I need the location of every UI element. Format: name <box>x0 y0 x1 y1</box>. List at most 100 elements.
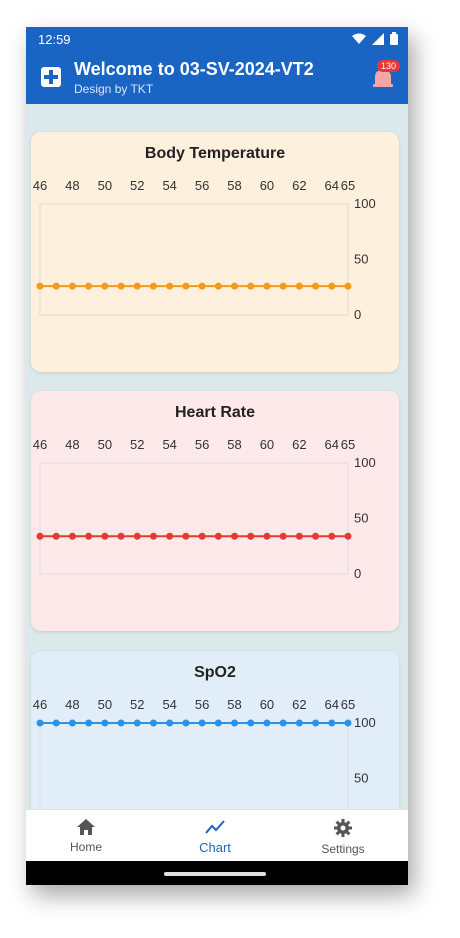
chart-title: SpO2 <box>194 664 236 681</box>
data-point <box>214 532 222 540</box>
data-point <box>231 282 239 290</box>
data-point <box>328 719 336 727</box>
y-tick-label: 100 <box>354 455 376 470</box>
heart-rate-chart: 46 48 50 52 54 56 58 60 62 64 65 100 50 0 <box>33 437 376 581</box>
data-point <box>68 532 76 540</box>
chart-card-body-temperature: Body Temperature 46 48 50 52 54 56 58 60 62 64 65 1… <box>31 132 399 372</box>
home-indicator[interactable] <box>164 872 266 876</box>
data-point <box>295 282 303 290</box>
data-point <box>68 719 76 727</box>
data-point <box>231 719 239 727</box>
x-tick-label: 48 <box>65 697 79 712</box>
data-point <box>214 282 222 290</box>
bottom-navigation: Home Chart Settings <box>26 809 408 862</box>
nav-home[interactable]: Home <box>46 818 126 854</box>
data-point <box>52 282 60 290</box>
data-point <box>279 532 287 540</box>
data-point <box>36 282 44 290</box>
data-point <box>182 282 190 290</box>
data-point <box>85 282 93 290</box>
data-point <box>344 719 352 727</box>
status-icons <box>352 32 398 45</box>
x-tick-label: 65 <box>341 437 355 452</box>
plot-area <box>39 462 349 575</box>
plot-area <box>39 722 349 809</box>
nav-home-label: Home <box>69 840 102 854</box>
nav-settings-label: Settings <box>321 842 365 856</box>
data-point <box>247 532 255 540</box>
y-tick-label: 0 <box>354 307 361 322</box>
y-tick-label: 0 <box>354 566 361 581</box>
data-point <box>263 719 271 727</box>
x-tick-label: 50 <box>98 178 112 193</box>
data-point <box>166 282 174 290</box>
data-point <box>117 282 125 290</box>
x-tick-label: 65 <box>341 178 355 193</box>
x-tick-label: 60 <box>260 437 274 452</box>
y-tick-label: 50 <box>354 511 368 526</box>
gear-icon <box>334 819 352 837</box>
x-tick-label: 62 <box>292 697 306 712</box>
chart-list[interactable]: Body Temperature 46 48 50 52 54 56 58 60 62 64 65 1… <box>26 104 408 809</box>
x-tick-label: 54 <box>162 697 176 712</box>
nav-chart-label: Chart <box>199 840 231 855</box>
x-tick-label: 58 <box>227 697 241 712</box>
data-point <box>101 719 109 727</box>
x-tick-label: 60 <box>260 178 274 193</box>
data-point <box>85 719 93 727</box>
x-tick-label: 52 <box>130 697 144 712</box>
x-tick-label: 62 <box>292 178 306 193</box>
data-point <box>166 532 174 540</box>
nav-chart[interactable]: Chart <box>175 818 255 855</box>
x-tick-label: 50 <box>98 697 112 712</box>
y-tick-label: 100 <box>354 715 376 730</box>
data-point <box>117 719 125 727</box>
y-tick-label: 50 <box>354 771 368 786</box>
data-point <box>133 719 141 727</box>
data-point <box>247 719 255 727</box>
phone-frame: 12:59 Welcome to 03-SV-2024-VT2 Design b… <box>26 27 408 885</box>
data-point <box>312 719 320 727</box>
wifi-icon <box>352 33 366 44</box>
data-point <box>344 532 352 540</box>
data-point <box>133 532 141 540</box>
data-point <box>85 532 93 540</box>
x-tick-label: 54 <box>162 178 176 193</box>
body-temperature-chart: 46 48 50 52 54 56 58 60 62 64 65 100 50 0 <box>33 178 376 322</box>
x-tick-label: 65 <box>341 697 355 712</box>
data-point <box>166 719 174 727</box>
data-point <box>263 282 271 290</box>
data-point <box>117 532 125 540</box>
x-tick-label: 60 <box>260 697 274 712</box>
nav-settings[interactable]: Settings <box>303 818 383 856</box>
x-tick-label: 48 <box>65 437 79 452</box>
x-tick-label: 52 <box>130 178 144 193</box>
data-point <box>279 719 287 727</box>
x-tick-label: 64 <box>325 697 339 712</box>
x-tick-label: 46 <box>33 178 47 193</box>
x-tick-label: 46 <box>33 437 47 452</box>
signal-icon <box>372 32 384 45</box>
data-point <box>328 282 336 290</box>
data-point <box>344 282 352 290</box>
home-icon <box>77 819 95 835</box>
data-point <box>149 532 157 540</box>
app-bar: Welcome to 03-SV-2024-VT2 Design by TKT … <box>26 52 408 104</box>
data-point <box>182 719 190 727</box>
data-point <box>198 719 206 727</box>
data-point <box>36 719 44 727</box>
x-tick-label: 56 <box>195 697 209 712</box>
alarm-bell-icon[interactable] <box>370 64 396 92</box>
data-point <box>198 532 206 540</box>
x-tick-label: 52 <box>130 437 144 452</box>
data-point <box>149 719 157 727</box>
x-tick-label: 64 <box>325 437 339 452</box>
data-point <box>328 532 336 540</box>
status-time: 12:59 <box>38 32 71 47</box>
system-navigation-bar <box>26 861 408 885</box>
x-tick-label: 56 <box>195 178 209 193</box>
chart-title: Heart Rate <box>174 404 256 421</box>
battery-icon <box>390 32 398 45</box>
